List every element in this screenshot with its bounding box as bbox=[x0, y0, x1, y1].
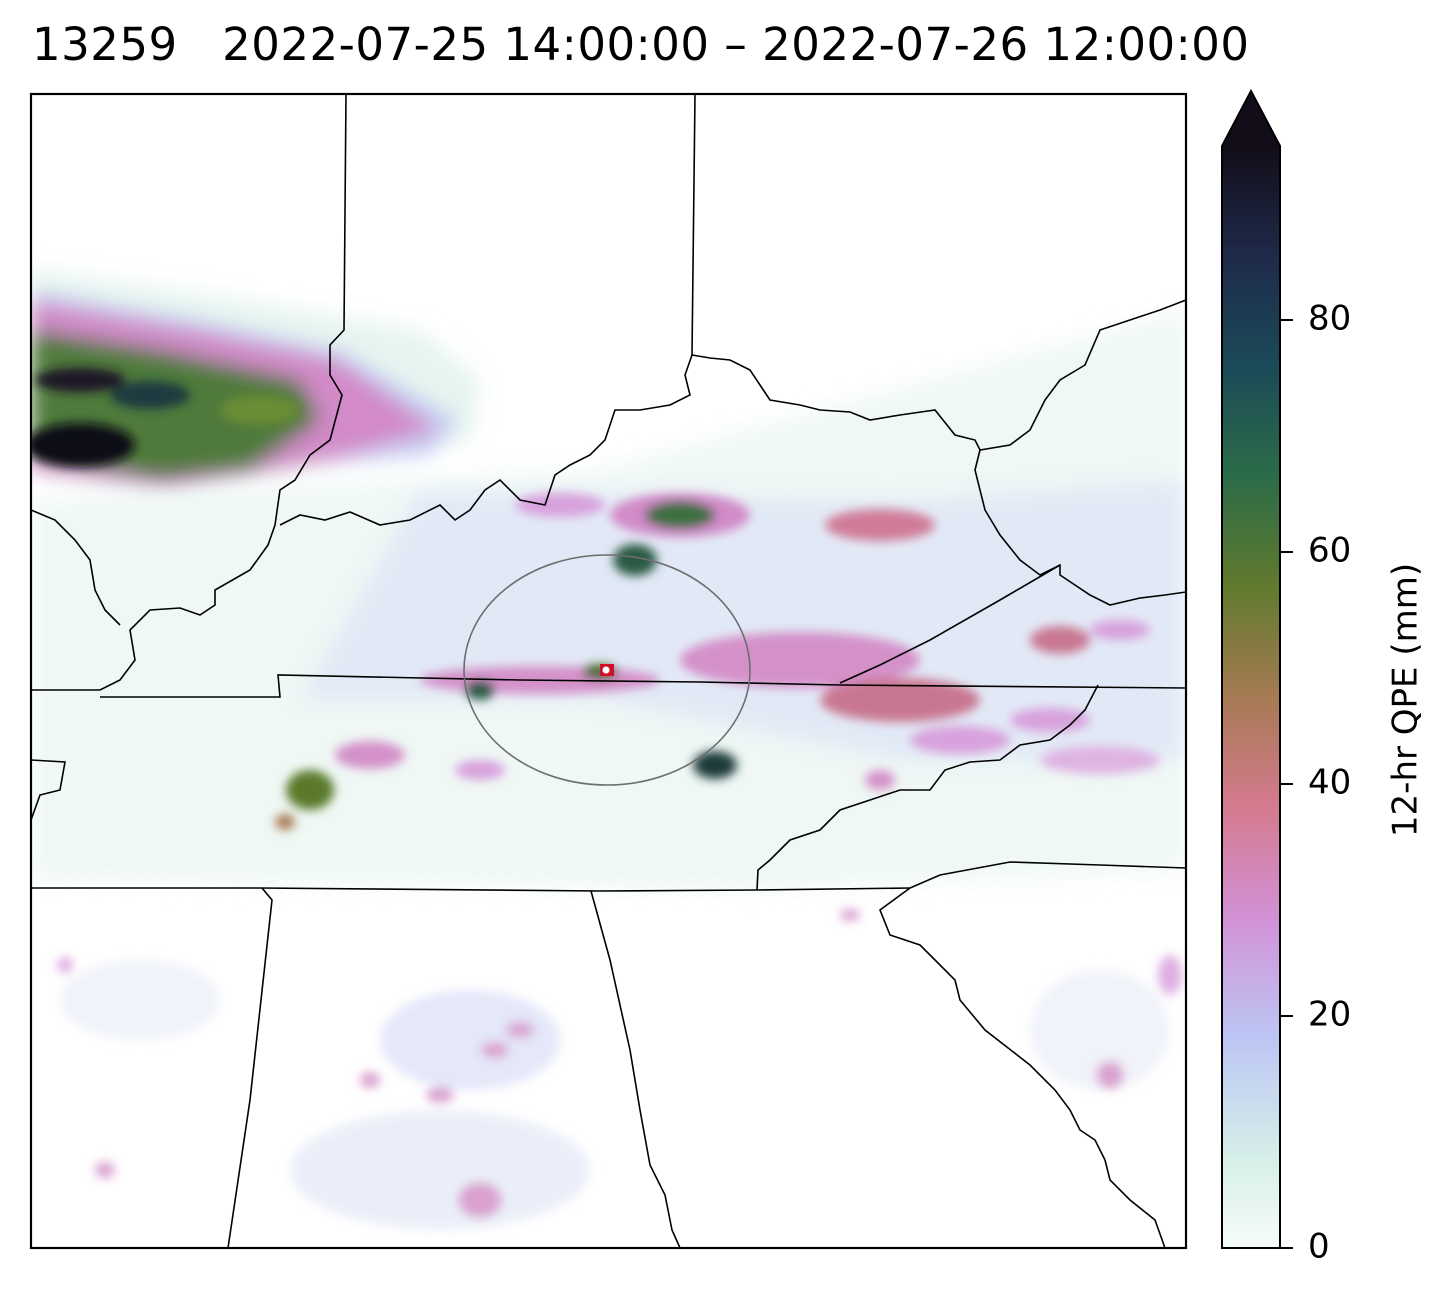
colorbar-tick-label: 60 bbox=[1308, 531, 1351, 571]
map-title: 13259 2022-07-25 14:00:00 – 2022-07-26 1… bbox=[32, 18, 1250, 71]
colorbar-label: 12-hr QPE (mm) bbox=[1386, 563, 1426, 837]
center-marker bbox=[600, 664, 614, 676]
colorbar-tick-label: 20 bbox=[1308, 995, 1351, 1035]
colorbar-gradient bbox=[1222, 146, 1280, 1248]
map-frame bbox=[29, 92, 1188, 1250]
colorbar-tick-label: 0 bbox=[1308, 1227, 1330, 1267]
colorbar-tick-label: 80 bbox=[1308, 299, 1351, 339]
state-borders bbox=[31, 94, 1186, 1248]
event-id: 13259 bbox=[32, 18, 178, 71]
region-circle bbox=[463, 554, 751, 786]
colorbar: 0 20 40 60 80 12-hr QPE (mm) bbox=[1221, 88, 1426, 1267]
colorbar-tick-label: 40 bbox=[1308, 763, 1351, 803]
colorbar-extend-arrow bbox=[1222, 91, 1280, 146]
time-range: 2022-07-25 14:00:00 – 2022-07-26 12:00:0… bbox=[222, 18, 1250, 71]
